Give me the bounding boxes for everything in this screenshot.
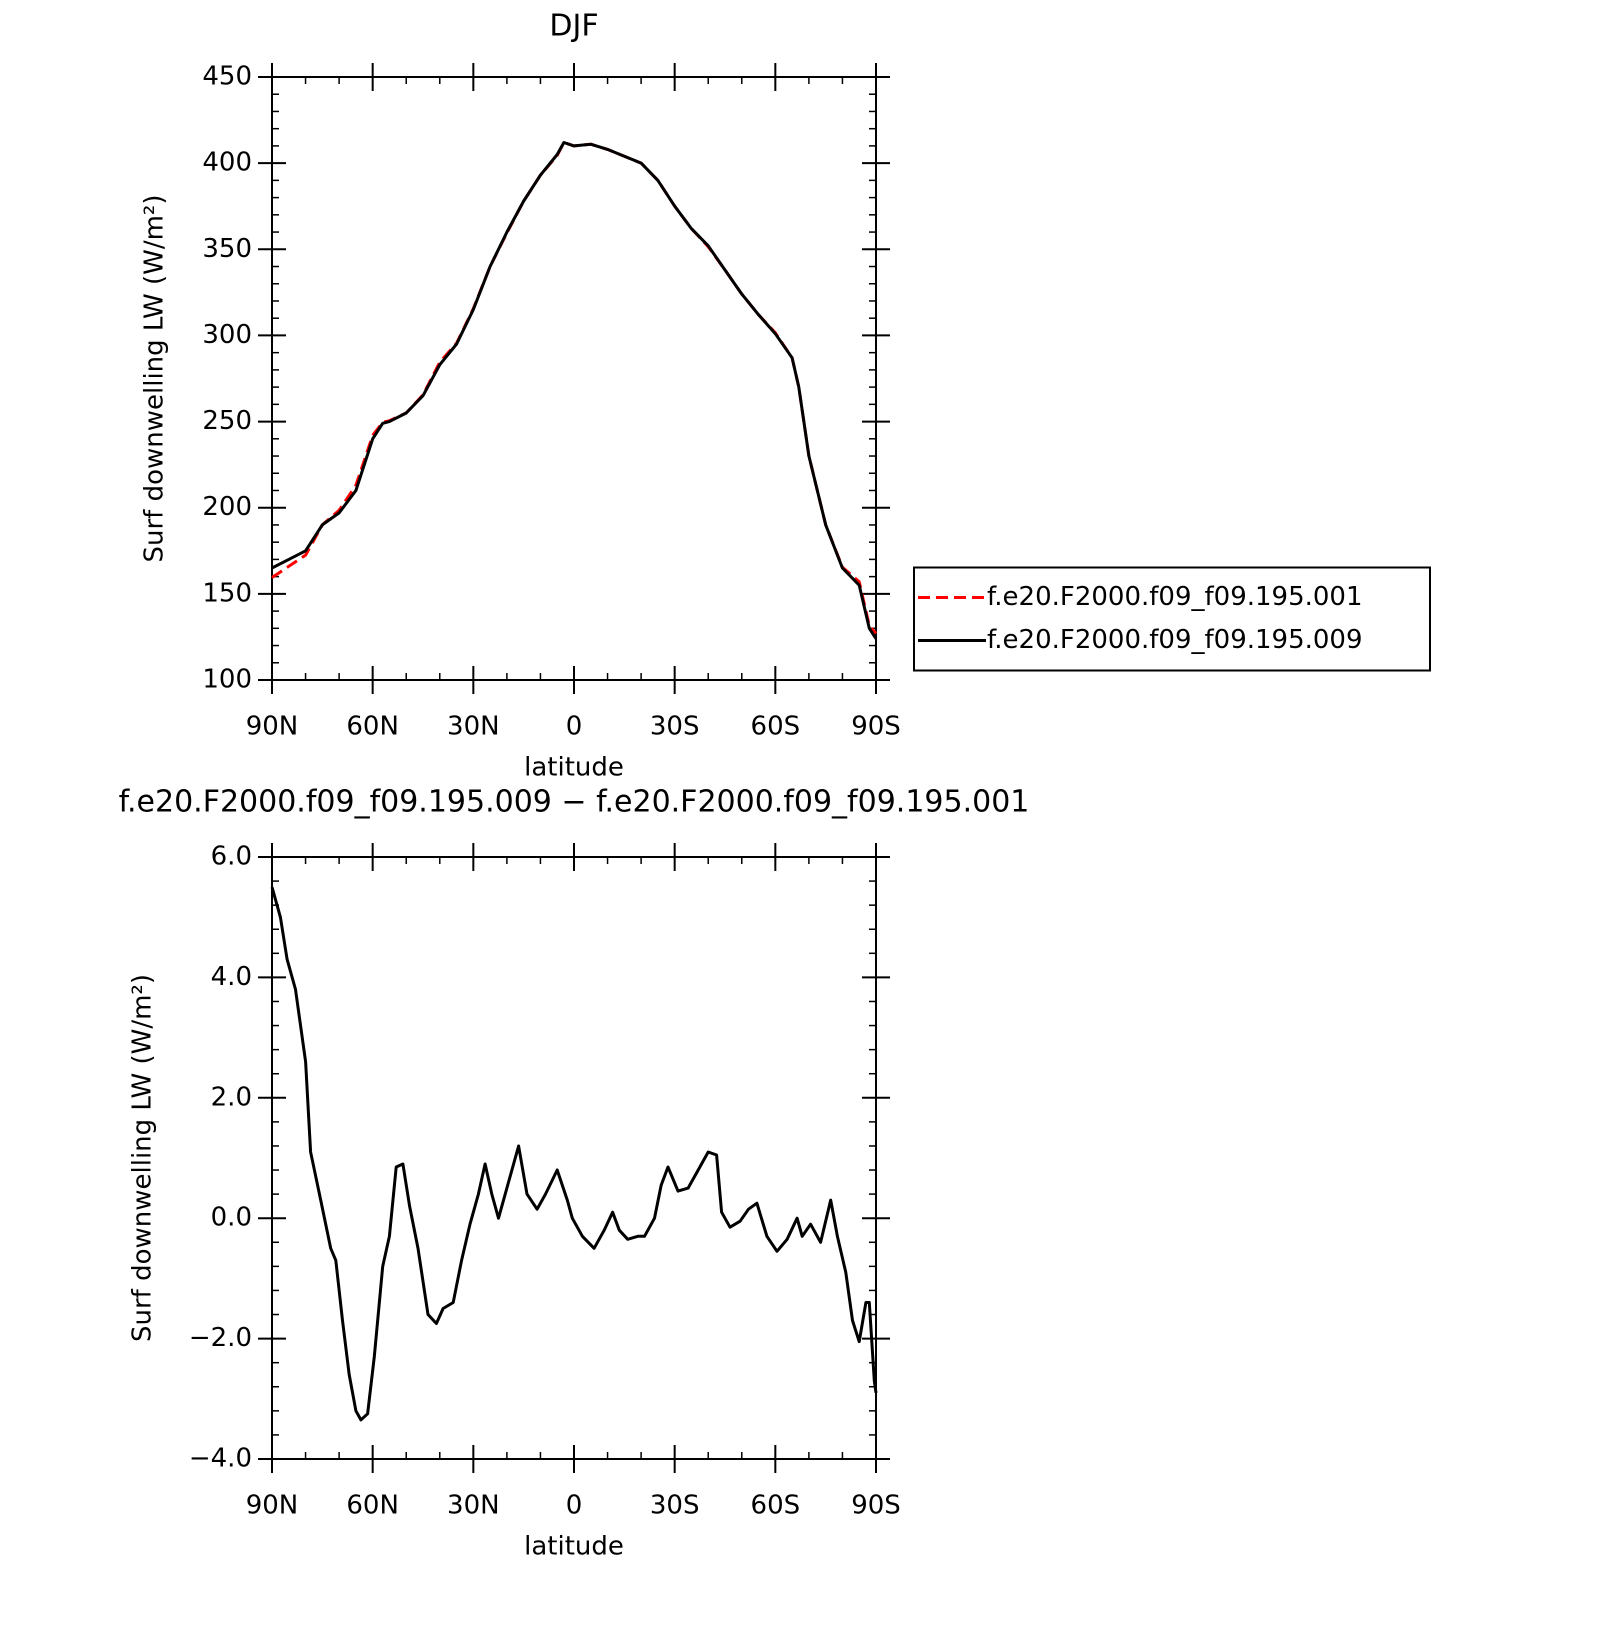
y-tick-label: 2.0: [211, 1082, 252, 1112]
y-tick-label: 0.0: [211, 1203, 252, 1233]
x-tick-label: 30S: [650, 712, 700, 742]
x-tick-label: 60S: [751, 1491, 801, 1521]
x-tick-label: 60N: [346, 712, 399, 742]
legend-label: f.e20.F2000.f09_f09.195.001: [987, 582, 1363, 612]
y-axis-label: Surf downwelling LW (W/m²): [128, 974, 158, 1342]
plot-frame: [271, 856, 877, 1460]
legend-box: [913, 566, 1431, 672]
x-tick-label: 90N: [246, 1491, 299, 1521]
chart-title: f.e20.F2000.f09_f09.195.009 − f.e20.F200…: [119, 785, 1030, 820]
y-tick-label: 4.0: [211, 962, 252, 992]
x-tick-label: 90S: [851, 712, 901, 742]
y-tick-label: −2.0: [189, 1323, 252, 1353]
y-tick-label: 150: [202, 578, 252, 608]
chart-title: DJF: [549, 9, 598, 44]
x-tick-label: 30N: [447, 712, 500, 742]
x-axis-label: latitude: [524, 1532, 624, 1562]
x-tick-label: 0: [566, 1491, 583, 1521]
y-tick-label: 350: [202, 234, 252, 264]
y-axis-label: Surf downwelling LW (W/m²): [140, 195, 170, 563]
y-tick-label: 400: [202, 148, 252, 178]
y-tick-label: 6.0: [211, 842, 252, 872]
y-tick-label: 250: [202, 406, 252, 436]
y-tick-label: 100: [202, 665, 252, 695]
legend-label: f.e20.F2000.f09_f09.195.009: [987, 625, 1363, 655]
x-tick-label: 90S: [851, 1491, 901, 1521]
plot-frame: [271, 76, 877, 681]
data-line: [271, 141, 878, 640]
x-tick-label: 0: [566, 712, 583, 742]
x-tick-label: 60N: [346, 1491, 399, 1521]
x-tick-label: 90N: [246, 712, 299, 742]
y-tick-label: 450: [202, 62, 252, 92]
x-tick-label: 60S: [751, 712, 801, 742]
x-tick-label: 30S: [650, 1491, 700, 1521]
y-tick-label: 200: [202, 492, 252, 522]
x-axis-label: latitude: [524, 753, 624, 783]
data-line: [270, 886, 878, 1422]
x-tick-label: 30N: [447, 1491, 500, 1521]
y-tick-label: −4.0: [189, 1444, 252, 1474]
y-tick-label: 300: [202, 320, 252, 350]
